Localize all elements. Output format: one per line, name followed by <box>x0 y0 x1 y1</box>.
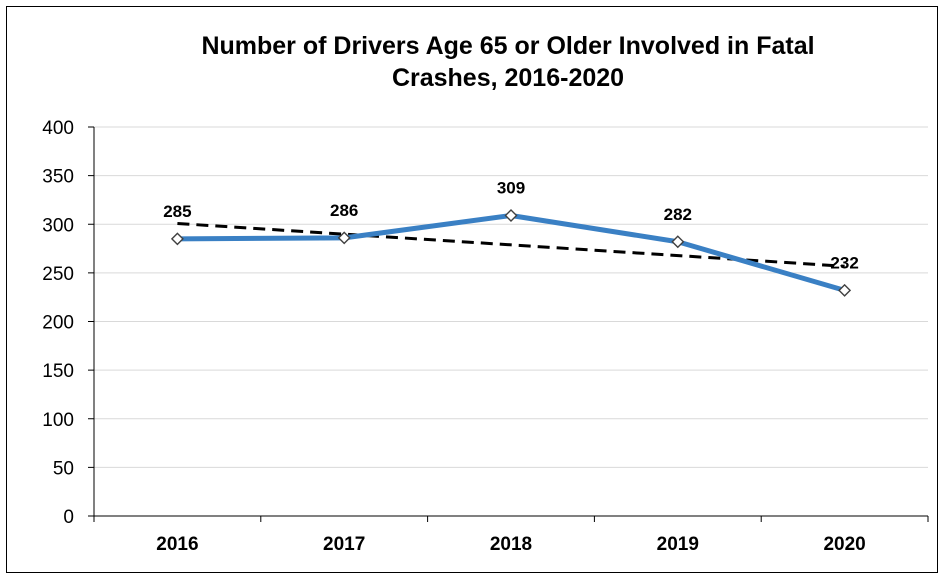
y-tick-label-100: 100 <box>42 410 74 431</box>
chart-frame <box>6 6 938 573</box>
data-point-2017 <box>337 231 351 245</box>
y-tick-label-0: 0 <box>63 507 74 528</box>
x-tick-label-2017: 2017 <box>323 534 365 555</box>
data-point-2018 <box>504 209 518 222</box>
y-tick-label-300: 300 <box>42 215 74 236</box>
series-polyline <box>174 212 848 293</box>
data-label-2019: 282 <box>664 205 692 224</box>
chart-title-line-2: Crashes, 2016-2020 <box>392 64 624 92</box>
y-tick-label-150: 150 <box>42 361 74 382</box>
data-point-2016 <box>170 232 184 246</box>
x-tick-label-2018: 2018 <box>490 534 532 555</box>
data-markers <box>170 209 852 297</box>
data-point-2019 <box>671 235 685 249</box>
data-label-2016: 285 <box>163 202 191 221</box>
data-label-2020: 232 <box>830 253 858 272</box>
y-tick-label-50: 50 <box>53 458 74 479</box>
data-labels: 285 286 309 282 232 <box>163 178 859 272</box>
x-tick-label-2020: 2020 <box>823 534 865 555</box>
chart-title-line-1: Number of Drivers Age 65 or Older Involv… <box>201 32 814 60</box>
y-tick-label-200: 200 <box>42 313 74 334</box>
data-label-2017: 286 <box>330 201 358 220</box>
series-line <box>174 212 848 293</box>
y-tick-label-350: 350 <box>42 167 74 188</box>
data-label-2018: 309 <box>497 178 525 197</box>
x-tick-label-2016: 2016 <box>156 534 198 555</box>
gridlines <box>94 126 928 468</box>
x-tick-label-2019: 2019 <box>657 534 699 555</box>
data-point-2020 <box>838 283 852 297</box>
y-tick-label-250: 250 <box>42 264 74 285</box>
y-tick-label-400: 400 <box>42 118 74 139</box>
axes: 0 50 100 150 200 250 300 350 400 2016 2017 2018 2019… <box>42 118 929 555</box>
